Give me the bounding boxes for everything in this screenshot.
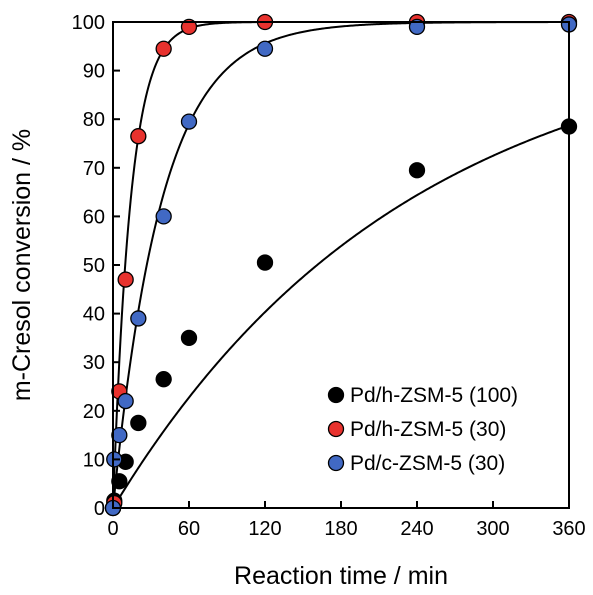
y-tick-label: 70 [83,158,105,180]
y-tick-label: 100 [72,12,105,34]
data-point [408,18,426,36]
legend-label: Pd/h-ZSM-5 (30) [350,418,506,441]
data-point [256,40,274,57]
data-point [180,18,198,36]
data-point [117,271,134,288]
data-point [117,392,134,410]
y-tick-label: 80 [83,109,105,131]
y-tick-label: 50 [83,255,105,277]
x-axis-title: Reaction time / min [234,562,448,590]
x-tick-label: 240 [400,518,433,540]
y-tick-label: 0 [94,498,105,520]
x-tick-label: 300 [476,518,509,540]
y-tick-label: 30 [83,352,105,374]
data-point [180,113,198,130]
y-tick-label: 20 [83,401,105,423]
legend-marker [327,386,345,404]
y-axis-ticks: 0 10 20 30 40 50 60 70 80 90 100 [72,12,120,520]
x-tick-label: 0 [107,518,118,540]
fit-curve [112,124,570,509]
x-tick-label: 120 [248,518,281,540]
data-point [111,473,128,490]
y-tick-label: 60 [83,206,105,228]
data-point [155,371,172,388]
data-point [155,40,172,57]
x-tick-label: 60 [178,518,200,540]
data-point [155,208,172,225]
y-tick-label: 10 [83,449,105,471]
x-axis-ticks: 0 60 120 180 240 300 360 [107,501,586,540]
y-tick-label: 90 [83,61,105,83]
data-point [111,426,128,444]
legend-marker [327,420,345,438]
y-axis-title: m-Cresol conversion / % [8,129,36,401]
data-point [180,329,198,347]
y-tick-label: 40 [83,304,105,326]
legend-label: Pd/h-ZSM-5 (100) [350,384,518,407]
legend: Pd/h-ZSM-5 (100) Pd/h-ZSM-5 (30) Pd/c-ZSM-… [327,384,518,475]
data-point [408,162,426,179]
data-point [130,414,147,432]
data-point [130,128,147,145]
x-tick-label: 180 [324,518,357,540]
legend-marker [327,454,345,472]
x-tick-label: 360 [552,518,585,540]
legend-label: Pd/c-ZSM-5 (30) [350,452,505,475]
data-point [130,310,147,327]
data-point [256,254,274,271]
